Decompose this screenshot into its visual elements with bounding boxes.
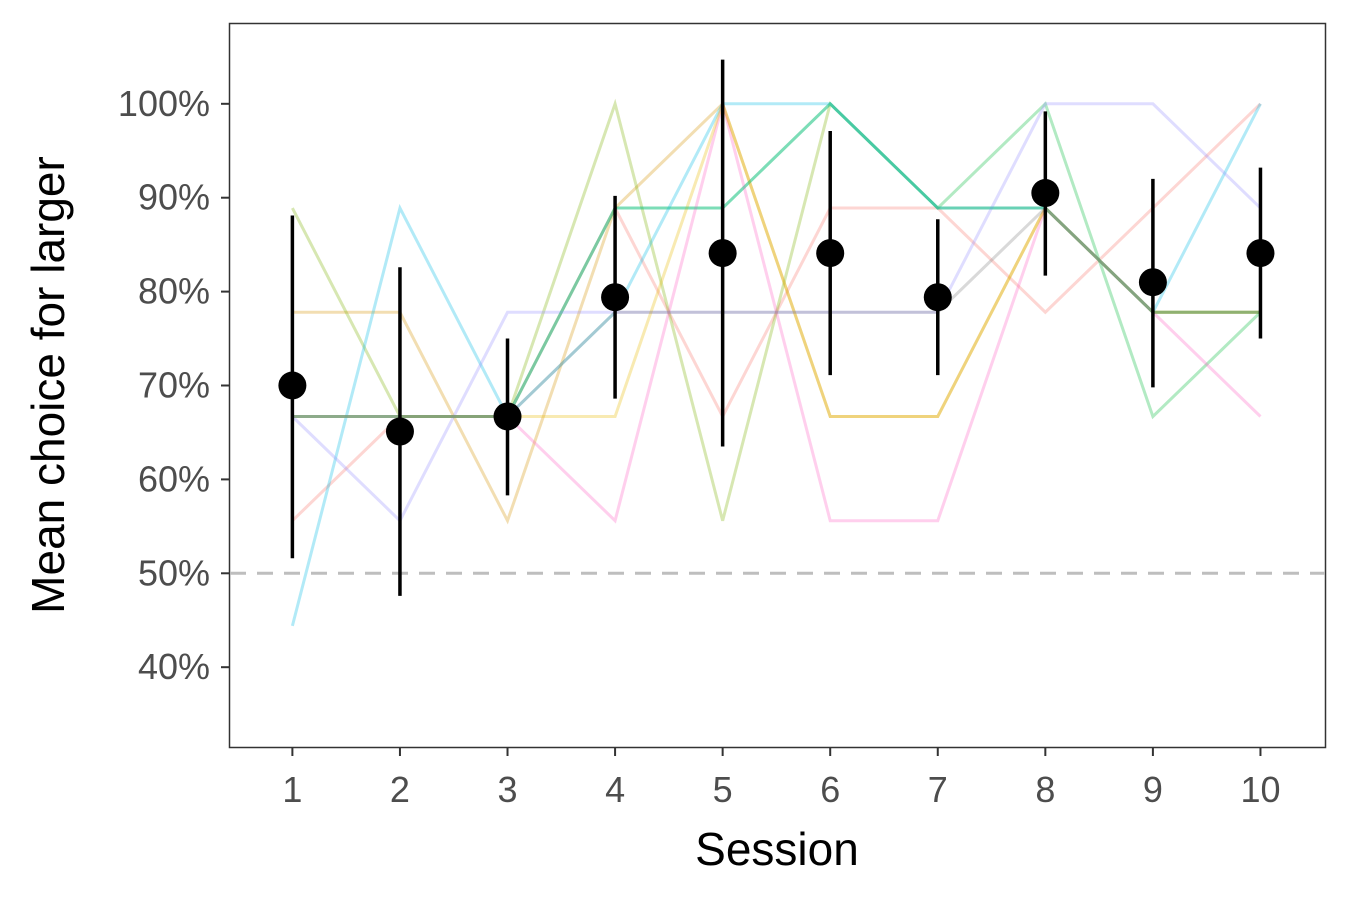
y-tick-label: 100% — [118, 83, 210, 124]
series-line-10 — [292, 205, 1261, 418]
mean-point-session-6 — [816, 239, 845, 268]
y-tick-label: 90% — [138, 177, 210, 218]
y-tick-label: 60% — [138, 458, 210, 499]
y-tick-label: 50% — [138, 552, 210, 593]
x-tick-label: 7 — [928, 769, 948, 810]
series-line-6 — [291, 102, 1262, 524]
y-tick-label: 70% — [138, 365, 210, 406]
series-line-3 — [291, 98, 1261, 522]
mean-point-session-7 — [923, 283, 952, 312]
x-tick-label: 8 — [1035, 769, 1055, 810]
y-axis-title: Mean choice for larger — [22, 156, 74, 614]
participant-lines — [290, 98, 1262, 627]
y-tick-label: 80% — [138, 271, 210, 312]
y-tick-label: 40% — [138, 646, 210, 687]
x-axis-title: Session — [695, 823, 859, 875]
y-axis: 40% 50% 60% 70% 80% 90% 100% — [118, 83, 230, 687]
mean-point-session-1 — [278, 371, 307, 400]
mean-point-session-5 — [708, 239, 737, 268]
x-tick-label: 2 — [390, 769, 410, 810]
series-line-9 — [292, 101, 1261, 418]
x-tick-label: 9 — [1143, 769, 1163, 810]
mean-point-session-10 — [1246, 239, 1275, 268]
mean-point-session-3 — [493, 402, 522, 431]
x-axis: 1 2 3 4 5 6 7 8 9 10 — [282, 747, 1280, 810]
series-line-2 — [292, 101, 1261, 525]
series-line-4 — [292, 101, 1262, 420]
x-tick-label: 6 — [820, 769, 840, 810]
series-line-8 — [292, 99, 1261, 418]
mean-points — [278, 179, 1275, 446]
series-line-1 — [291, 102, 1262, 522]
x-tick-label: 1 — [282, 769, 302, 810]
series-line-7 — [292, 103, 1262, 524]
plot-panel — [228, 22, 1327, 749]
series-line-5 — [290, 102, 1262, 627]
mean-point-session-4 — [601, 283, 630, 312]
x-tick-label: 4 — [605, 769, 625, 810]
x-tick-label: 10 — [1240, 769, 1280, 810]
mean-point-session-2 — [385, 417, 414, 446]
mean-point-session-9 — [1138, 268, 1167, 297]
mean-point-session-8 — [1031, 179, 1060, 208]
x-tick-label: 5 — [713, 769, 733, 810]
x-tick-label: 3 — [497, 769, 517, 810]
